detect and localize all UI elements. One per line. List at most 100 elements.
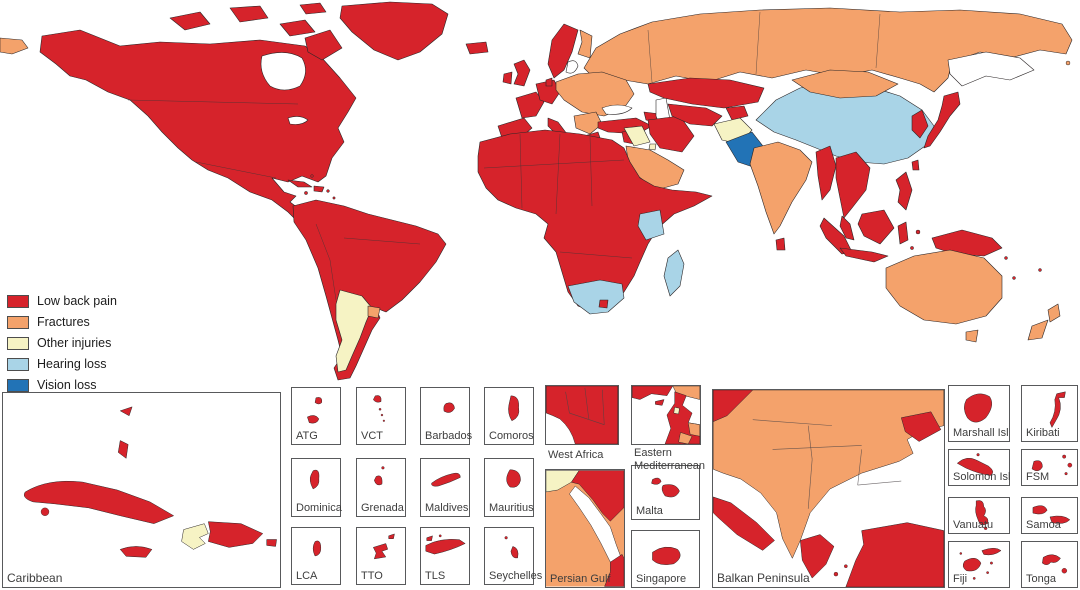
region-uk — [513, 59, 531, 87]
legend-item-low-back-pain: Low back pain — [7, 294, 117, 308]
legend-label: Other injuries — [37, 336, 112, 350]
inset-marshall: Marshall Isl — [948, 385, 1010, 442]
inset-label: Grenada — [361, 502, 404, 514]
hudson-bay — [260, 52, 306, 91]
region-south-africa — [567, 279, 625, 315]
region-india — [749, 141, 813, 235]
region-north-america — [39, 29, 357, 223]
em-orange-east — [687, 422, 700, 437]
inset-malta: Malta — [631, 465, 700, 520]
region-kazakhstan — [647, 77, 765, 109]
inset-balkan: Balkan Peninsula — [712, 389, 945, 588]
black-sea — [601, 104, 633, 115]
inset-kiribati: Kiribati — [1021, 385, 1078, 442]
region-kyrgyz-tajik — [725, 105, 749, 121]
region-lesotho — [598, 299, 609, 309]
inset-dominica: Dominica — [291, 458, 342, 517]
country-borders — [127, 11, 881, 301]
region-madagascar — [663, 249, 685, 297]
inset-grenada: Grenada — [356, 458, 406, 517]
em-turkey — [632, 386, 674, 400]
inset-caribbean: Caribbean — [2, 392, 281, 588]
balkan-italy — [713, 496, 775, 551]
inset-atg: ATG — [291, 387, 341, 445]
inset-label: Vanuatu — [953, 519, 994, 531]
inset-label: Fiji — [953, 573, 968, 585]
region-tasmania — [965, 329, 979, 343]
region-south-america — [292, 199, 447, 381]
bahamas-north — [119, 406, 133, 417]
region-korea — [911, 109, 929, 139]
caribbean-map — [23, 406, 277, 558]
baltic-sea — [565, 60, 579, 74]
cuba — [23, 480, 174, 524]
inset-west-africa — [545, 385, 619, 445]
west-africa-land — [546, 386, 618, 444]
region-central-asia — [667, 103, 723, 127]
inset-tonga: Tonga — [1021, 541, 1078, 588]
region-taiwan — [911, 159, 920, 171]
balkan-greece — [800, 534, 835, 579]
inset-mauritius: Mauritius — [484, 458, 534, 517]
legend-label: Fractures — [37, 315, 90, 329]
inset-label-malta: Malta — [636, 505, 663, 517]
region-kenya — [637, 209, 665, 241]
region-mongolia — [791, 69, 899, 99]
legend-swatch-other-injuries — [7, 336, 29, 350]
inset-barbados: Barbados — [420, 387, 473, 445]
inset-label: ATG — [296, 430, 318, 442]
inset-label: Comoros — [489, 430, 534, 442]
region-france-central-europe — [515, 91, 545, 119]
great-lakes — [287, 116, 309, 125]
bahamas-andros — [117, 440, 129, 459]
legend-swatch-vision-loss — [7, 378, 29, 392]
balkan-turkey — [845, 522, 944, 587]
region-caribbean-main — [287, 174, 338, 208]
legend-item-vision-loss: Vision loss — [7, 378, 117, 392]
inset-samoa: Samoa — [1021, 497, 1078, 534]
dominican-republic — [208, 521, 263, 548]
inset-label-eastern-mediterranean: Eastern Mediterranean — [634, 447, 705, 472]
pacific-islands — [1004, 60, 1071, 280]
inset-label: VCT — [361, 430, 383, 442]
region-uruguay — [367, 305, 381, 319]
region-kuwait — [648, 143, 657, 151]
inset-label: Mauritius — [489, 502, 534, 514]
inset-fsm: FSM — [1021, 449, 1078, 486]
inset-tto: TTO — [356, 527, 406, 585]
inset-label-west-africa: West Africa — [548, 449, 604, 461]
legend-swatch-low-back-pain — [7, 294, 29, 308]
inset-label: Barbados — [425, 430, 473, 442]
region-new-zealand-south — [1027, 319, 1049, 341]
legend-item-hearing-loss: Hearing loss — [7, 357, 117, 371]
inset-label: Tonga — [1026, 573, 1056, 585]
kamchatka-white — [947, 51, 1035, 87]
region-scandinavia — [547, 23, 579, 79]
inset-label: Dominica — [296, 502, 342, 514]
legend-swatch-hearing-loss — [7, 357, 29, 371]
em-yellow — [673, 407, 680, 415]
inset-comoros: Comoros — [484, 387, 534, 445]
inset-tls: TLS — [420, 527, 470, 585]
region-japan — [923, 91, 961, 149]
legend-swatch-fractures — [7, 315, 29, 329]
inset-label: FSM — [1026, 471, 1050, 483]
region-new-guinea — [931, 229, 1003, 257]
inset-persian-gulf: Persian Gulf — [545, 469, 625, 588]
balkan-moldova — [901, 411, 942, 442]
inset-eastern-mediterranean — [631, 385, 701, 445]
inset-label-persian-gulf: Persian Gulf — [550, 573, 611, 585]
legend-item-other-injuries: Other injuries — [7, 336, 117, 350]
legend-label: Low back pain — [37, 294, 117, 308]
region-finland — [577, 29, 593, 59]
inset-label: Solomon Isl — [953, 471, 1011, 483]
inset-label: TLS — [425, 570, 446, 582]
isla-juventud — [40, 507, 50, 516]
region-denmark — [545, 77, 553, 87]
region-southeast-asia — [815, 145, 921, 263]
em-orange-south — [678, 432, 693, 444]
inset-label: LCA — [296, 570, 318, 582]
region-arctic-islands — [169, 2, 343, 61]
chukotka-wrap — [0, 37, 29, 55]
legend-label: Hearing loss — [37, 357, 107, 371]
